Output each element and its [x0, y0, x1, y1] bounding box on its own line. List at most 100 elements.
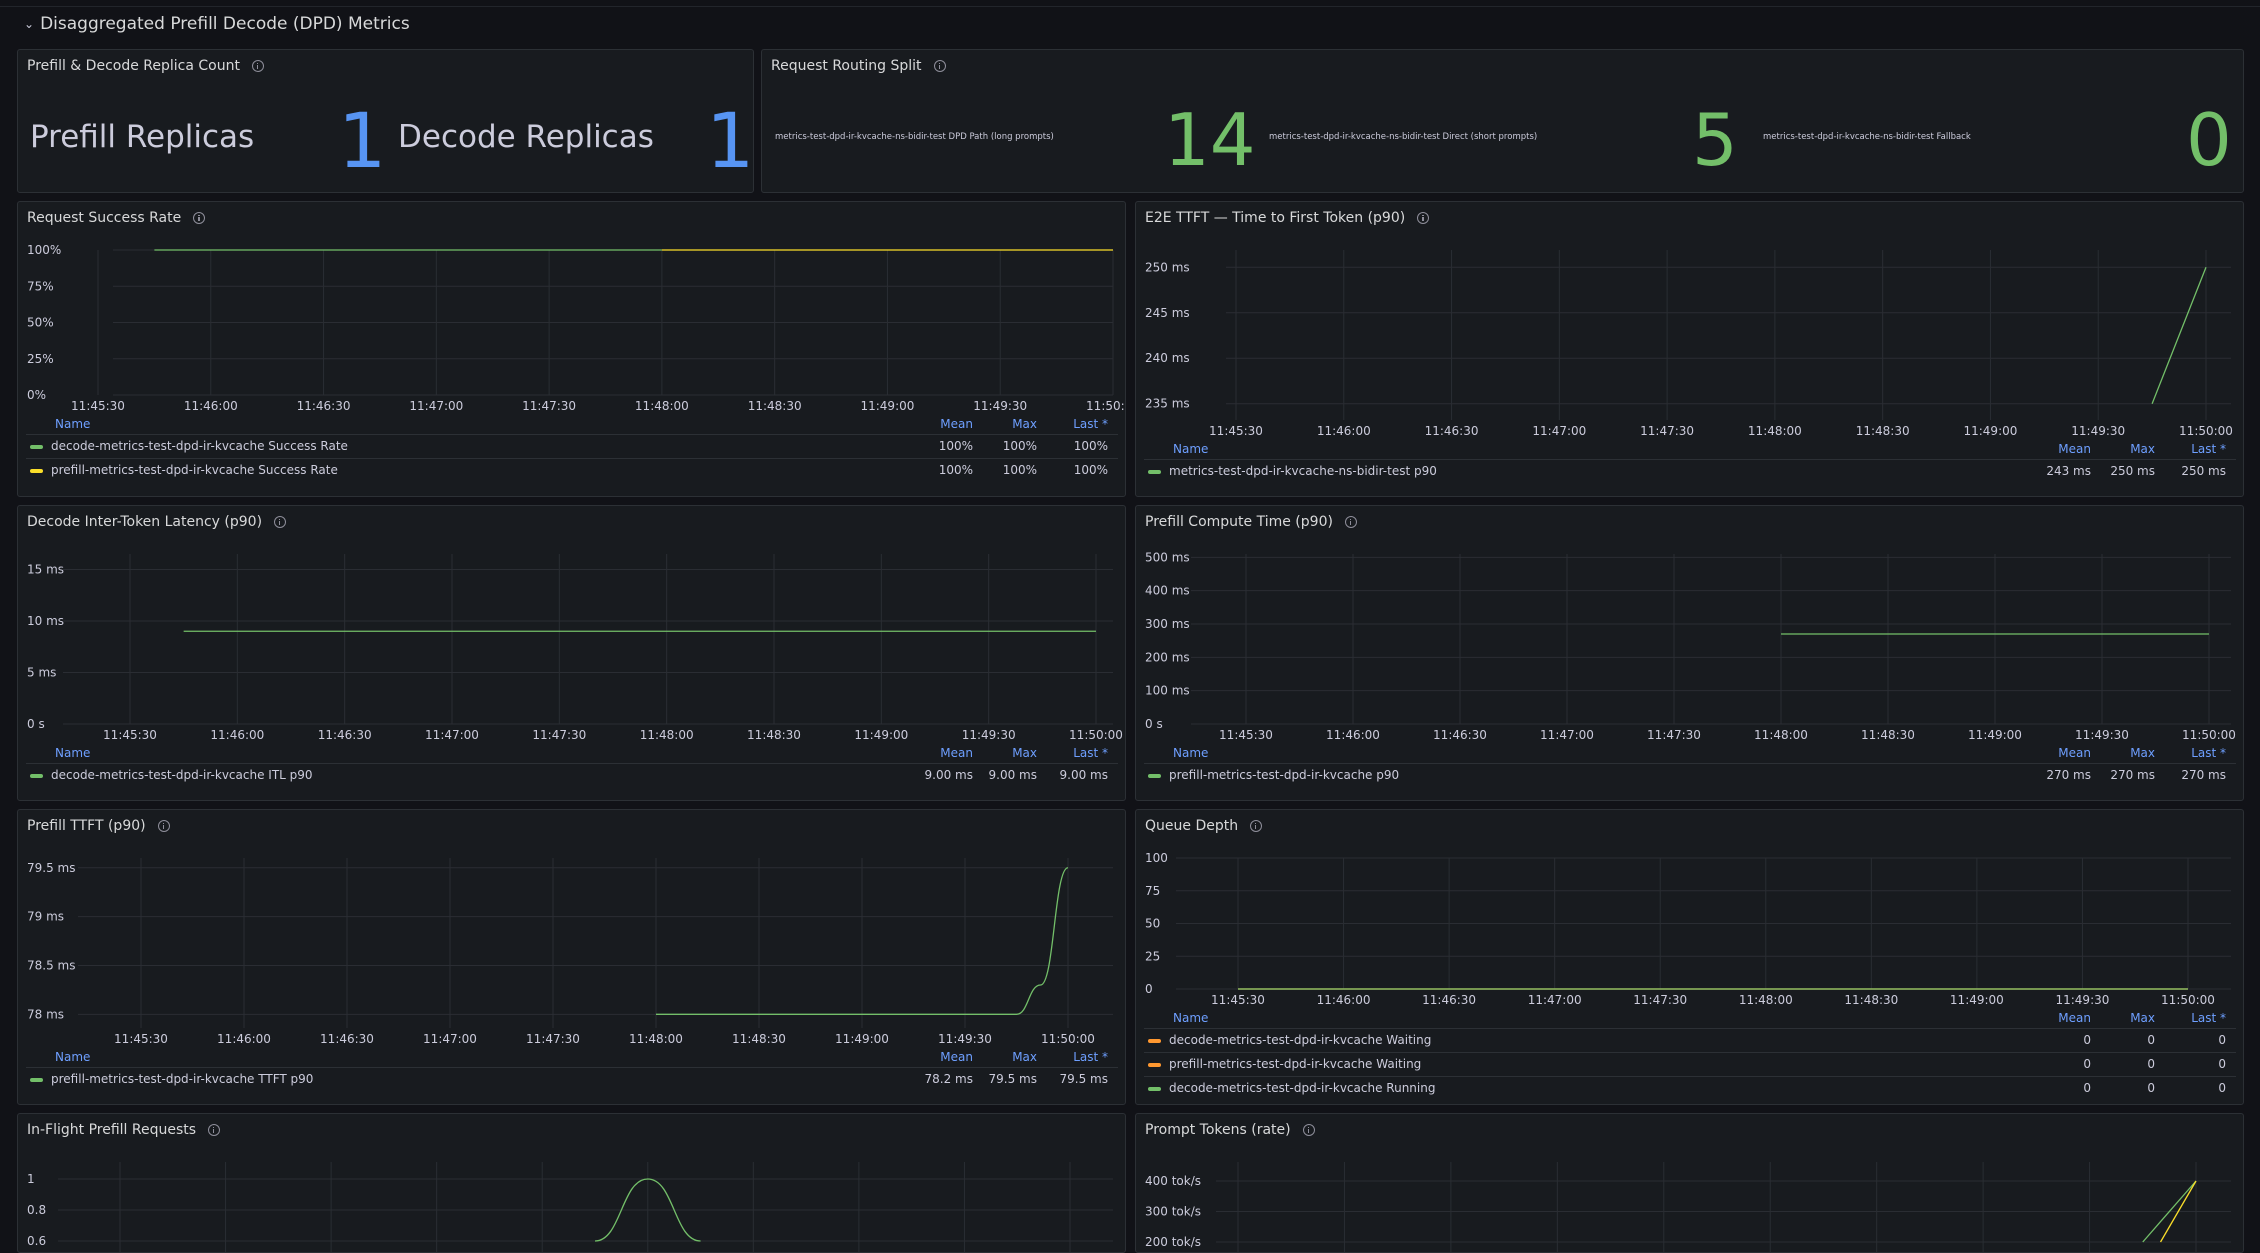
- chart-success[interactable]: 0% 25% 50% 75% 100% 11:45:30 11:46:00 11:46:30 1…: [18, 202, 1126, 496]
- legend-item[interactable]: metrics-test-dpd-ir-kvcache-ns-bidir-tes…: [1148, 464, 1437, 478]
- y-tick-label: 0.8: [27, 1203, 46, 1217]
- series-line[interactable]: [2142, 1180, 2197, 1243]
- legend-last-value: 100%: [1073, 439, 1108, 453]
- legend-item[interactable]: decode-metrics-test-dpd-ir-kvcache Succe…: [30, 439, 348, 453]
- legend-item[interactable]: decode-metrics-test-dpd-ir-kvcache Runni…: [1148, 1081, 1435, 1095]
- legend-divider: [1144, 1076, 2236, 1077]
- x-tick-label: 11:50:00: [1086, 399, 1126, 413]
- legend-header-mean[interactable]: Mean: [2058, 442, 2091, 456]
- legend-header-mean[interactable]: Mean: [2058, 1011, 2091, 1025]
- legend-divider: [26, 458, 1118, 459]
- legend-header-mean[interactable]: Mean: [940, 1050, 973, 1064]
- x-tick-label: 11:45:30: [1209, 424, 1263, 438]
- legend-header-max[interactable]: Max: [2130, 746, 2155, 760]
- x-tick-label: 11:48:00: [1748, 424, 1802, 438]
- x-tick-label: 11:47:00: [425, 728, 479, 742]
- legend-mean-value: 78.2 ms: [924, 1072, 973, 1086]
- legend-header-max[interactable]: Max: [1012, 417, 1037, 431]
- chevron-down-icon[interactable]: ⌄: [24, 17, 35, 31]
- legend-divider: [1144, 1052, 2236, 1053]
- legend-header-last[interactable]: Last *: [1073, 746, 1108, 760]
- legend-series-name: decode-metrics-test-dpd-ir-kvcache Succe…: [51, 439, 348, 453]
- x-tick-label: 11:47:30: [532, 728, 586, 742]
- chart-queue[interactable]: 0 25 50 75 100 11:45:30 11:46:00 11:46:30 11:47:…: [1136, 810, 2244, 1104]
- legend-header-max[interactable]: Max: [1012, 746, 1037, 760]
- legend-swatch: [30, 468, 43, 473]
- legend-header-max[interactable]: Max: [2130, 442, 2155, 456]
- legend-header-mean[interactable]: Mean: [2058, 746, 2091, 760]
- panel-title[interactable]: In-Flight Prefill Requests: [27, 1122, 221, 1138]
- info-icon[interactable]: [933, 60, 946, 72]
- panel-title[interactable]: Prefill Compute Time (p90): [1145, 514, 1357, 530]
- panel-title[interactable]: Prompt Tokens (rate): [1145, 1122, 1315, 1138]
- info-icon[interactable]: [274, 516, 287, 528]
- panel-title[interactable]: Request Success Rate: [27, 210, 206, 226]
- info-icon[interactable]: [193, 212, 206, 224]
- info-icon[interactable]: [208, 1124, 221, 1136]
- panel-title[interactable]: E2E TTFT — Time to First Token (p90): [1145, 210, 1430, 226]
- x-tick-label: 11:45:30: [71, 399, 125, 413]
- y-tick-label: 400 tok/s: [1145, 1174, 1201, 1188]
- stat-label: metrics-test-dpd-ir-kvcache-ns-bidir-tes…: [1763, 132, 1971, 142]
- panel-title[interactable]: Decode Inter-Token Latency (p90): [27, 514, 287, 530]
- panel-title[interactable]: Prefill & Decode Replica Count: [27, 58, 264, 74]
- chart-prompt_tokens[interactable]: 200 tok/s 300 tok/s 400 tok/s: [1136, 1114, 2244, 1252]
- legend-item[interactable]: prefill-metrics-test-dpd-ir-kvcache TTFT…: [30, 1072, 313, 1086]
- chart-inflight[interactable]: 0.6 0.8 1: [18, 1114, 1126, 1252]
- y-tick-label: 500 ms: [1145, 550, 1190, 564]
- panel-title[interactable]: Prefill TTFT (p90): [27, 818, 170, 834]
- x-tick-label: 11:49:00: [854, 728, 908, 742]
- row-header[interactable]: ⌄ Disaggregated Prefill Decode (DPD) Met…: [24, 14, 410, 34]
- info-icon[interactable]: [251, 60, 264, 72]
- x-tick-label: 11:46:00: [1317, 993, 1371, 1007]
- x-tick-label: 11:46:30: [1433, 728, 1487, 742]
- info-icon[interactable]: [1302, 1124, 1315, 1136]
- chart-prefill_compute[interactable]: 0 s 100 ms 200 ms 300 ms 400 ms 500 ms 11:45:3…: [1136, 506, 2244, 800]
- legend-header-mean[interactable]: Mean: [940, 746, 973, 760]
- info-icon[interactable]: [1344, 516, 1357, 528]
- series-line[interactable]: [2151, 267, 2207, 404]
- x-tick-label: 11:46:00: [1326, 728, 1380, 742]
- x-tick-label: 11:49:00: [1963, 424, 2017, 438]
- info-icon[interactable]: [1250, 820, 1263, 832]
- legend-header-max[interactable]: Max: [1012, 1050, 1037, 1064]
- chart-e2e[interactable]: 235 ms 240 ms 245 ms 250 ms 11:45:30 11:46:00…: [1136, 202, 2244, 496]
- legend-header-mean[interactable]: Mean: [940, 417, 973, 431]
- info-icon[interactable]: [157, 820, 170, 832]
- legend-last-value: 0: [2218, 1033, 2226, 1047]
- x-tick-label: 11:45:30: [114, 1032, 168, 1046]
- legend-swatch: [30, 1077, 43, 1082]
- legend-item[interactable]: prefill-metrics-test-dpd-ir-kvcache Succ…: [30, 463, 338, 477]
- panel-title[interactable]: Request Routing Split: [771, 58, 946, 74]
- legend-header-last[interactable]: Last *: [2191, 442, 2226, 456]
- x-tick-label: 11:49:30: [938, 1032, 992, 1046]
- x-tick-label: 11:49:30: [2071, 424, 2125, 438]
- legend-item[interactable]: decode-metrics-test-dpd-ir-kvcache Waiti…: [1148, 1033, 1431, 1047]
- legend-series-name: prefill-metrics-test-dpd-ir-kvcache Succ…: [51, 463, 338, 477]
- x-tick-label: 11:45:30: [1211, 993, 1265, 1007]
- panel-title-text: Prompt Tokens (rate): [1145, 1122, 1291, 1138]
- legend-header-last[interactable]: Last *: [1073, 1050, 1108, 1064]
- legend-item[interactable]: prefill-metrics-test-dpd-ir-kvcache Wait…: [1148, 1057, 1421, 1071]
- x-tick-label: 11:47:30: [1640, 424, 1694, 438]
- y-tick-label: 300 tok/s: [1145, 1205, 1201, 1219]
- x-tick-label: 11:47:30: [522, 399, 576, 413]
- legend-header-max[interactable]: Max: [2130, 1011, 2155, 1025]
- legend-item[interactable]: prefill-metrics-test-dpd-ir-kvcache p90: [1148, 768, 1399, 782]
- series-line[interactable]: [2159, 1180, 2197, 1243]
- x-tick-label: 11:47:30: [1647, 728, 1701, 742]
- chart-itl[interactable]: 0 s 5 ms 10 ms 15 ms 11:45:30 11:46:00 11:46:3…: [18, 506, 1126, 800]
- chart-prefill_ttft[interactable]: 78 ms 78.5 ms 79 ms 79.5 ms 11:45:30 11:46:00…: [18, 810, 1126, 1104]
- panel-title-text: Prefill & Decode Replica Count: [27, 58, 240, 74]
- legend-swatch: [1148, 1086, 1161, 1091]
- panel-title[interactable]: Queue Depth: [1145, 818, 1263, 834]
- legend-header-last[interactable]: Last *: [2191, 746, 2226, 760]
- legend-header-last[interactable]: Last *: [2191, 1011, 2226, 1025]
- x-tick-label: 11:49:00: [835, 1032, 889, 1046]
- series-line[interactable]: [594, 1178, 701, 1242]
- legend-item[interactable]: decode-metrics-test-dpd-ir-kvcache ITL p…: [30, 768, 313, 782]
- series-line[interactable]: [656, 867, 1069, 1015]
- legend-mean-value: 0: [2083, 1033, 2091, 1047]
- info-icon[interactable]: [1417, 212, 1430, 224]
- legend-header-last[interactable]: Last *: [1073, 417, 1108, 431]
